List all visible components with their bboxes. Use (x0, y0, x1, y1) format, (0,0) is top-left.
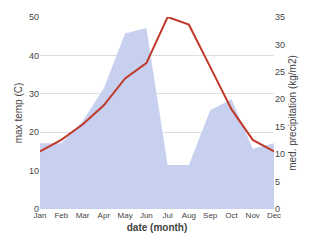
svg-text:25: 25 (275, 67, 285, 77)
svg-text:Oct: Oct (225, 211, 238, 220)
svg-text:Jul: Jul (163, 211, 173, 220)
svg-text:max temp (C): max temp (C) (13, 83, 24, 144)
svg-text:med. precipitation (kg/m2): med. precipitation (kg/m2) (287, 55, 298, 171)
svg-text:0: 0 (34, 204, 39, 214)
svg-text:15: 15 (275, 122, 285, 132)
svg-text:Mar: Mar (76, 211, 90, 220)
svg-text:date (month): date (month) (127, 222, 188, 233)
svg-text:Apr: Apr (98, 211, 111, 220)
svg-text:May: May (118, 211, 133, 220)
svg-text:Jan: Jan (34, 211, 47, 220)
svg-text:Aug: Aug (182, 211, 196, 220)
svg-text:20: 20 (29, 127, 39, 137)
svg-text:Jun: Jun (140, 211, 153, 220)
svg-text:Nov: Nov (246, 211, 260, 220)
svg-text:40: 40 (29, 51, 39, 61)
svg-text:5: 5 (275, 177, 280, 187)
svg-text:Dec: Dec (267, 211, 281, 220)
svg-text:Feb: Feb (54, 211, 68, 220)
svg-text:0: 0 (275, 204, 280, 214)
svg-text:20: 20 (275, 94, 285, 104)
svg-text:10: 10 (29, 166, 39, 176)
svg-text:50: 50 (29, 12, 39, 22)
svg-text:10: 10 (275, 149, 285, 159)
svg-text:Sep: Sep (203, 211, 218, 220)
svg-text:30: 30 (29, 89, 39, 99)
svg-text:35: 35 (275, 12, 285, 22)
svg-text:30: 30 (275, 40, 285, 50)
